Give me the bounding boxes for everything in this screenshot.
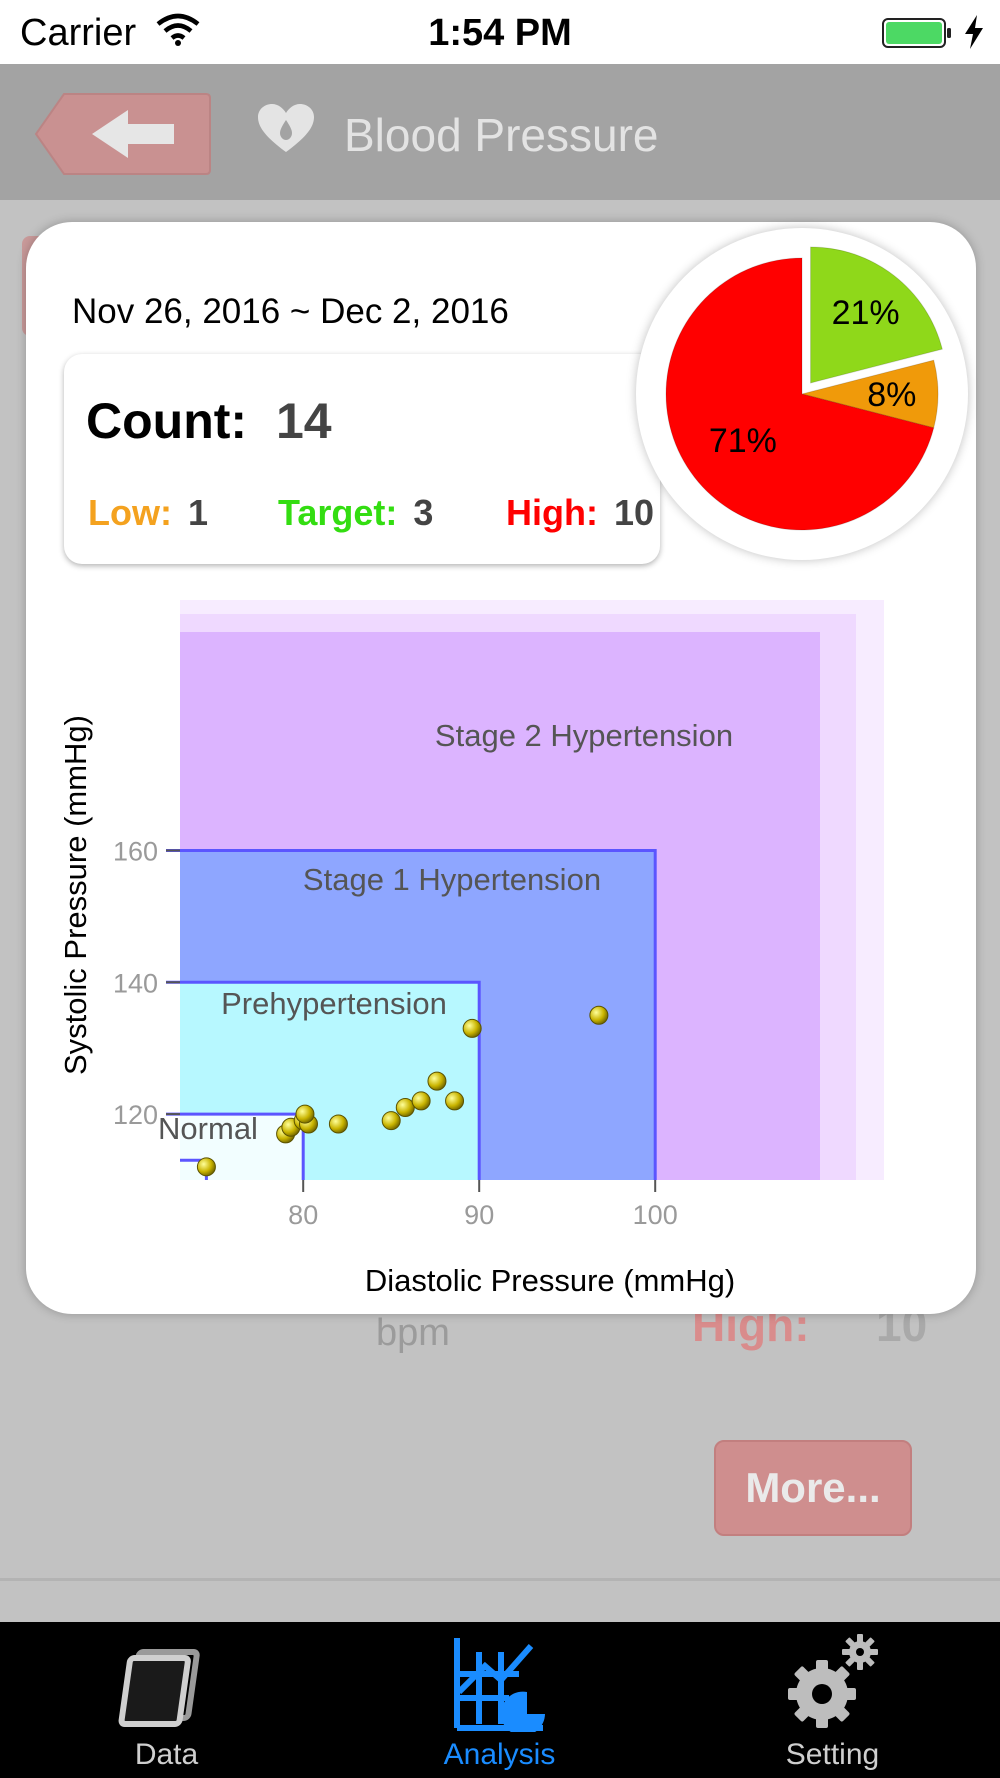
pie-chart: 21% 8% 71% [665, 246, 943, 531]
low-value: 1 [187, 492, 209, 533]
zone-label-1: Stage 1 Hypertension [303, 862, 601, 897]
data-point-12 [462, 1018, 482, 1038]
scatter-chart: Stage 2 Hypertension Stage 1 Hypertension… [58, 600, 884, 1298]
data-point-6 [328, 1114, 348, 1134]
count-value: 14 [276, 393, 332, 449]
target-value: 3 [413, 492, 434, 533]
nav-bar: Blood Pressure [0, 64, 1000, 202]
clock: 1:54 PM [428, 12, 572, 54]
low-label: Low: [88, 492, 172, 533]
wifi-icon [156, 13, 200, 46]
x-tick-label-2: 100 [633, 1200, 678, 1230]
tab-data[interactable]: Data [0, 1622, 333, 1778]
analysis-icon [454, 1638, 545, 1732]
data-icon [118, 1649, 200, 1727]
zone-border-1 [166, 848, 657, 1180]
more-button[interactable]: More... [714, 1440, 912, 1536]
target-stat: Target: 3 [278, 492, 433, 534]
tab-analysis[interactable]: Analysis [333, 1622, 666, 1778]
data-point-8 [395, 1098, 415, 1117]
high-label: High: [506, 492, 598, 533]
zone-label-0: Stage 2 Hypertension [435, 718, 733, 753]
x-tick-label-0: 80 [288, 1200, 318, 1230]
high-stat: High: 10 [506, 492, 654, 534]
data-point-0 [196, 1157, 216, 1177]
y-axis-label: Systolic Pressure (mmHg) [58, 715, 93, 1075]
pie-slice-1 [801, 359, 939, 429]
data-point-13 [589, 1005, 609, 1025]
tab-analysis-label: Analysis [443, 1738, 556, 1771]
carrier-label: Carrier [20, 12, 137, 54]
x-tick-label-1: 90 [464, 1200, 494, 1230]
charging-icon [965, 15, 983, 49]
tab-bar: Data Analysis [0, 1622, 1000, 1778]
count-label: Count: [86, 393, 248, 449]
heart-icon [258, 104, 314, 152]
data-point-10 [427, 1071, 447, 1091]
divider [0, 1578, 1000, 1581]
data-point-11 [445, 1091, 465, 1111]
pie-slice-2 [665, 257, 935, 531]
zone-label-2: Prehypertension [221, 986, 447, 1021]
data-point-5 [295, 1104, 315, 1124]
zone-border-2 [166, 980, 481, 1180]
gear-icon [788, 1634, 878, 1728]
pie-slice-label-0: 21% [832, 294, 900, 332]
background-bpm-label: bpm [376, 1312, 450, 1354]
y-tick-label-0: 120 [113, 1100, 158, 1130]
summary-box [64, 354, 660, 564]
pie-slice-label-1: 8% [867, 376, 916, 414]
tab-setting-label: Setting [785, 1738, 880, 1771]
high-value: 10 [613, 492, 655, 533]
pie-slice-0 [810, 246, 943, 384]
pie-slice-label-2: 71% [709, 422, 777, 460]
low-stat: Low: 1 [88, 492, 208, 534]
data-point-7 [381, 1111, 401, 1131]
data-point-9 [411, 1091, 431, 1111]
back-button[interactable] [34, 90, 212, 178]
zone-label-3: Normal [158, 1111, 258, 1146]
date-range: Nov 26, 2016 ~ Dec 2, 2016 [72, 292, 509, 331]
x-axis-label: Diastolic Pressure (mmHg) [365, 1263, 735, 1298]
y-tick-label-2: 160 [113, 836, 158, 866]
target-label: Target: [278, 492, 398, 533]
tab-data-label: Data [134, 1738, 199, 1771]
battery-icon [882, 18, 951, 48]
status-bar: Carrier 1:54 PM [0, 0, 1000, 64]
tab-setting[interactable]: Setting [666, 1622, 999, 1778]
nav-title: Blood Pressure [344, 109, 659, 161]
y-tick-label-1: 140 [113, 968, 158, 998]
